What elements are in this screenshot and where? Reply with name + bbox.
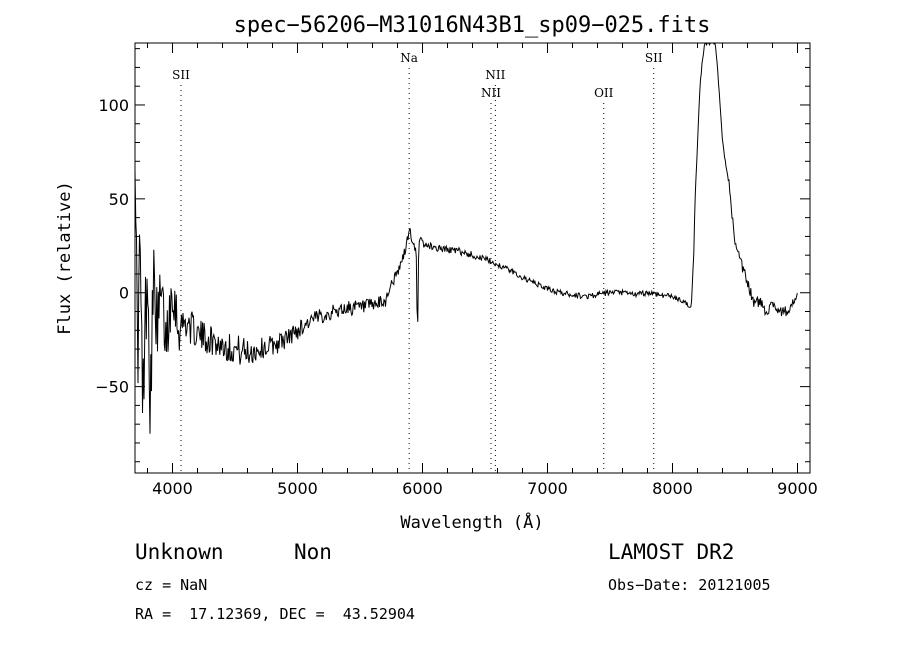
marker-label: SII [172,68,190,82]
y-tick-label: 50 [109,190,129,209]
marker-label: OII [594,86,614,100]
y-tick-label: −50 [95,378,129,397]
spectrum-line [134,42,798,434]
x-tick-label: 4000 [152,479,193,498]
marker-label: SII [645,51,663,65]
y-tick-label: 100 [98,96,129,115]
spectrum-series [134,42,798,434]
x-tick-label: 9000 [777,479,818,498]
coordinates: RA = 17.12369, DEC = 43.52904 [135,605,415,623]
survey-name: LAMOST DR2 [608,540,735,564]
plot-frame [134,42,811,474]
x-tick-label: 8000 [652,479,693,498]
observation-date: Obs−Date: 20121005 [608,576,771,594]
x-tick-label: 5000 [277,479,318,498]
x-tick-label: 6000 [402,479,443,498]
marker-label: Na [400,51,418,65]
marker-label: NII [485,68,505,82]
y-tick-label: 0 [119,284,129,303]
chart-title: spec−56206−M31016N43B1_sp09−025.fits [234,13,711,38]
x-tick-label: 7000 [527,479,568,498]
emission-line-markers: SII Na NII NII OII SII [172,51,663,473]
y-axis-label: Flux (relative) [55,181,75,335]
object-class: Unknown [135,540,224,564]
redshift-value: cz = NaN [135,576,208,594]
marker-label: NII [481,86,501,100]
x-axis-label: Wavelength (Å) [400,511,543,533]
object-subclass: Non [294,540,332,564]
axes: 4000 5000 6000 7000 8000 9000 100 50 0 −50 [95,42,818,498]
